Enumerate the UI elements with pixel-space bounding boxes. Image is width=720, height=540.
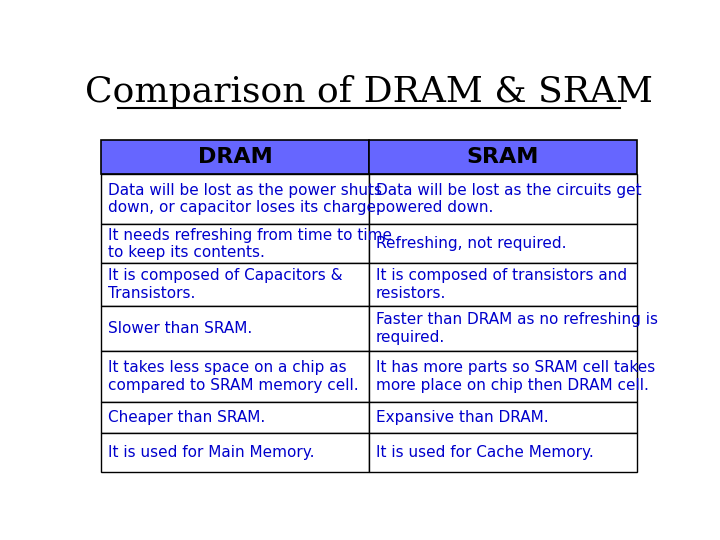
Text: Data will be lost as the circuits get
powered down.: Data will be lost as the circuits get po… (376, 183, 642, 215)
Bar (101, 402, 369, 433)
Text: Slower than SRAM.: Slower than SRAM. (108, 321, 252, 336)
Text: Cheaper than SRAM.: Cheaper than SRAM. (108, 410, 265, 425)
Text: SRAM: SRAM (467, 147, 539, 167)
Ellipse shape (514, 194, 615, 268)
Text: Data will be lost as the power shuts
down, or capacitor loses its charge.: Data will be lost as the power shuts dow… (108, 183, 382, 215)
Text: It takes less space on a chip as
compared to SRAM memory cell.: It takes less space on a chip as compare… (108, 360, 359, 393)
Bar (369, 306, 636, 352)
Bar (101, 433, 369, 472)
Bar (101, 352, 369, 402)
Bar (369, 140, 636, 174)
Text: Refreshing, not required.: Refreshing, not required. (376, 237, 566, 251)
Bar (101, 174, 369, 224)
Text: Faster than DRAM as no refreshing is
required.: Faster than DRAM as no refreshing is req… (376, 312, 657, 345)
Text: DRAM: DRAM (198, 147, 272, 167)
Bar (369, 352, 636, 402)
Bar (101, 264, 369, 306)
Bar (101, 306, 369, 352)
Text: Comparison of DRAM & SRAM: Comparison of DRAM & SRAM (85, 75, 653, 109)
Text: Expansive than DRAM.: Expansive than DRAM. (376, 410, 549, 425)
Text: It needs refreshing from time to time
to keep its contents.: It needs refreshing from time to time to… (108, 228, 392, 260)
Bar (369, 433, 636, 472)
Text: It has more parts so SRAM cell takes
more place on chip then DRAM cell.: It has more parts so SRAM cell takes mor… (376, 360, 655, 393)
Ellipse shape (252, 319, 352, 393)
Bar (369, 402, 636, 433)
Text: It is composed of Capacitors &
Transistors.: It is composed of Capacitors & Transisto… (108, 268, 343, 301)
Bar (101, 140, 369, 174)
Ellipse shape (436, 165, 526, 231)
Bar (369, 174, 636, 224)
Bar (101, 224, 369, 264)
Ellipse shape (190, 198, 302, 281)
Text: It is used for Cache Memory.: It is used for Cache Memory. (376, 445, 593, 460)
Ellipse shape (151, 277, 252, 352)
Ellipse shape (475, 256, 575, 331)
Text: It is composed of transistors and
resistors.: It is composed of transistors and resist… (376, 268, 627, 301)
Bar (369, 224, 636, 264)
Ellipse shape (536, 314, 626, 381)
Text: It is used for Main Memory.: It is used for Main Memory. (108, 445, 315, 460)
Bar (369, 264, 636, 306)
